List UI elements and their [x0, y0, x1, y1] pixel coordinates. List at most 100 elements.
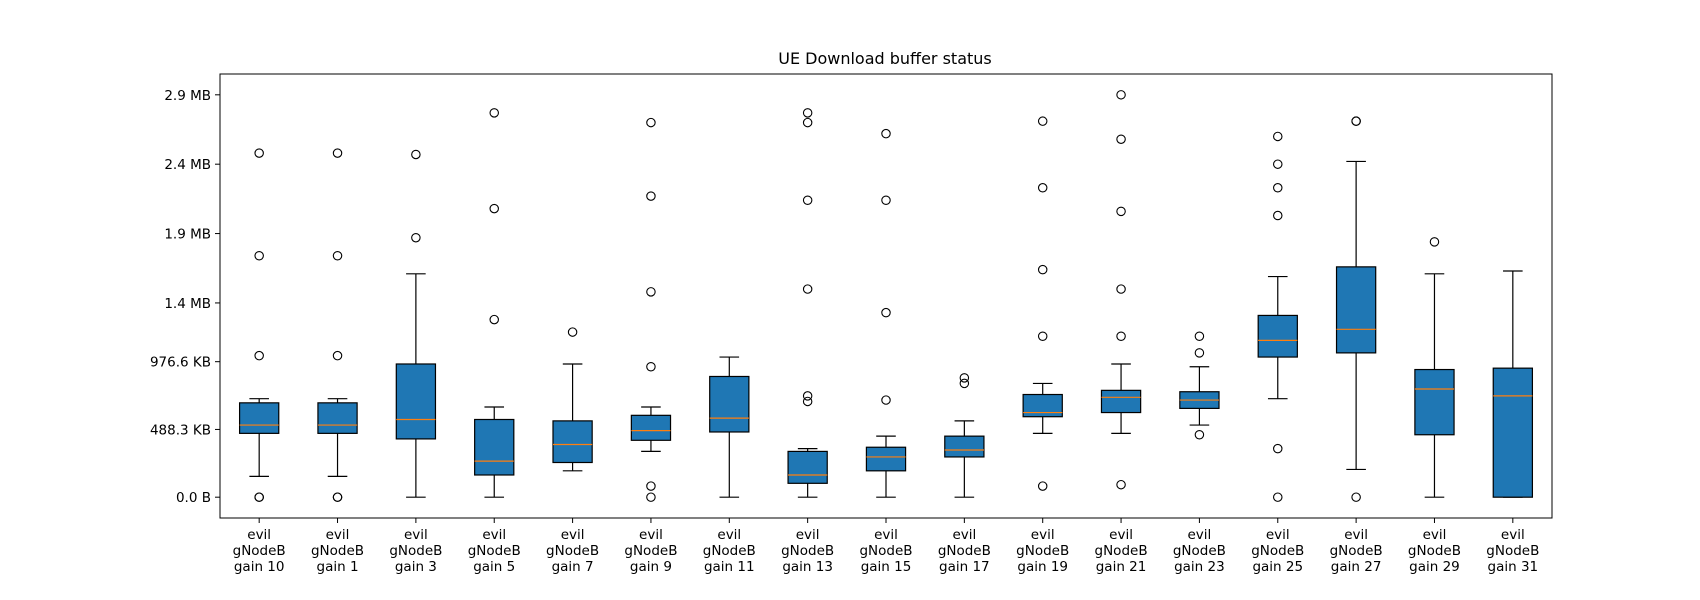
outlier-point: [332, 492, 343, 502]
outlier-point: [646, 117, 656, 128]
x-tick-label: gNodeB: [1095, 543, 1148, 559]
box: [317, 402, 358, 434]
x-tick-label: gNodeB: [311, 543, 364, 559]
y-tick-label: 1.9 MB: [164, 227, 211, 243]
outlier-point: [1351, 492, 1361, 502]
y-tick-label: 0.0 B: [176, 490, 211, 506]
x-tick-label: gNodeB: [781, 543, 834, 559]
x-tick-label: gain 9: [630, 559, 672, 575]
x-tick-label: gain 1: [317, 559, 359, 575]
outlier-point: [1273, 492, 1283, 502]
outlier-point: [332, 251, 343, 261]
outlier-point: [646, 287, 656, 297]
x-tick-label: gNodeB: [389, 543, 442, 559]
x-tick-label: gain 7: [552, 559, 594, 575]
outlier-point: [1116, 479, 1126, 490]
outlier-point: [646, 191, 656, 201]
x-tick-label: gNodeB: [233, 543, 286, 559]
x-tick-label: gain 11: [704, 559, 755, 575]
outlier-point: [332, 148, 343, 158]
outlier-point: [1116, 90, 1126, 100]
x-tick-label: gNodeB: [859, 543, 912, 559]
outlier-point: [646, 362, 656, 372]
x-tick-label: evil: [952, 527, 976, 543]
x-tick-label: evil: [561, 527, 585, 543]
outlier-point: [489, 108, 499, 118]
outlier-point: [646, 492, 656, 502]
outlier-point: [1037, 183, 1048, 193]
outlier-point: [567, 327, 578, 337]
x-tick-label: gain 31: [1488, 559, 1539, 575]
x-tick-label: gain 19: [1017, 559, 1068, 575]
x-tick-label: gain 27: [1331, 559, 1382, 575]
outlier-point: [802, 108, 813, 118]
x-tick-label: gain 15: [861, 559, 912, 575]
outlier-point: [881, 195, 891, 206]
outlier-point: [254, 251, 264, 261]
box: [552, 420, 593, 464]
box: [474, 418, 515, 476]
outlier-point: [646, 481, 656, 491]
axes-frame: [219, 73, 1553, 519]
outlier-point: [802, 117, 813, 128]
outlier-point: [254, 492, 264, 502]
x-tick-label: gNodeB: [1330, 543, 1383, 559]
outlier-point: [1273, 443, 1283, 454]
x-tick-label: gNodeB: [468, 543, 521, 559]
outlier-point: [802, 396, 813, 407]
x-tick-label: evil: [717, 527, 741, 543]
outlier-point: [1116, 284, 1126, 294]
x-tick-label: gain 29: [1409, 559, 1460, 575]
outlier-point: [1351, 116, 1361, 126]
outlier-point: [802, 284, 813, 294]
x-tick-label: gNodeB: [1173, 543, 1226, 559]
outlier-point: [1194, 331, 1205, 341]
outlier-point: [1273, 159, 1283, 169]
x-tick-label: evil: [482, 527, 506, 543]
outlier-point: [1116, 331, 1126, 341]
x-tick-label: gNodeB: [1251, 543, 1304, 559]
x-tick-label: evil: [1266, 527, 1290, 543]
x-tick-label: gNodeB: [1016, 543, 1069, 559]
x-tick-label: gain 23: [1174, 559, 1225, 575]
x-tick-label: evil: [1031, 527, 1055, 543]
x-tick-label: evil: [404, 527, 428, 543]
box: [1335, 266, 1377, 354]
outlier-point: [1037, 481, 1048, 491]
box: [944, 435, 985, 458]
box: [1492, 367, 1534, 498]
y-tick-label: 976.6 KB: [150, 355, 211, 371]
plot-marks: 0.0 B 488.3 KB 976.6 KB 1.4 MB 1.9 MB 2.4 MB 2…: [150, 88, 1539, 575]
x-tick-label: gNodeB: [1486, 543, 1539, 559]
x-tick-label: evil: [326, 527, 350, 543]
x-tick-label: gain 17: [939, 559, 990, 575]
y-tick-label: 488.3 KB: [150, 422, 211, 438]
box: [1100, 389, 1142, 414]
outlier-point: [489, 314, 499, 325]
box: [1022, 393, 1063, 418]
outlier-point: [411, 232, 421, 243]
x-tick-label: gain 25: [1252, 559, 1303, 575]
outlier-point: [332, 350, 343, 361]
outlier-point: [1273, 183, 1283, 193]
x-tick-label: evil: [247, 527, 271, 543]
outlier-point: [959, 378, 970, 389]
box: [865, 446, 907, 472]
box: [395, 363, 437, 440]
outlier-point: [1273, 210, 1283, 221]
x-tick-label: gain 10: [234, 559, 285, 575]
x-tick-label: gNodeB: [546, 543, 599, 559]
outlier-point: [1194, 429, 1205, 440]
box: [630, 414, 672, 441]
y-tick-label: 2.9 MB: [164, 88, 211, 104]
x-tick-label: evil: [874, 527, 898, 543]
box: [709, 375, 750, 433]
outlier-point: [254, 148, 264, 158]
x-tick-label: evil: [639, 527, 663, 543]
box: [787, 450, 828, 484]
outlier-point: [959, 373, 970, 383]
outlier-point: [1116, 206, 1126, 217]
outlier-point: [411, 149, 421, 160]
